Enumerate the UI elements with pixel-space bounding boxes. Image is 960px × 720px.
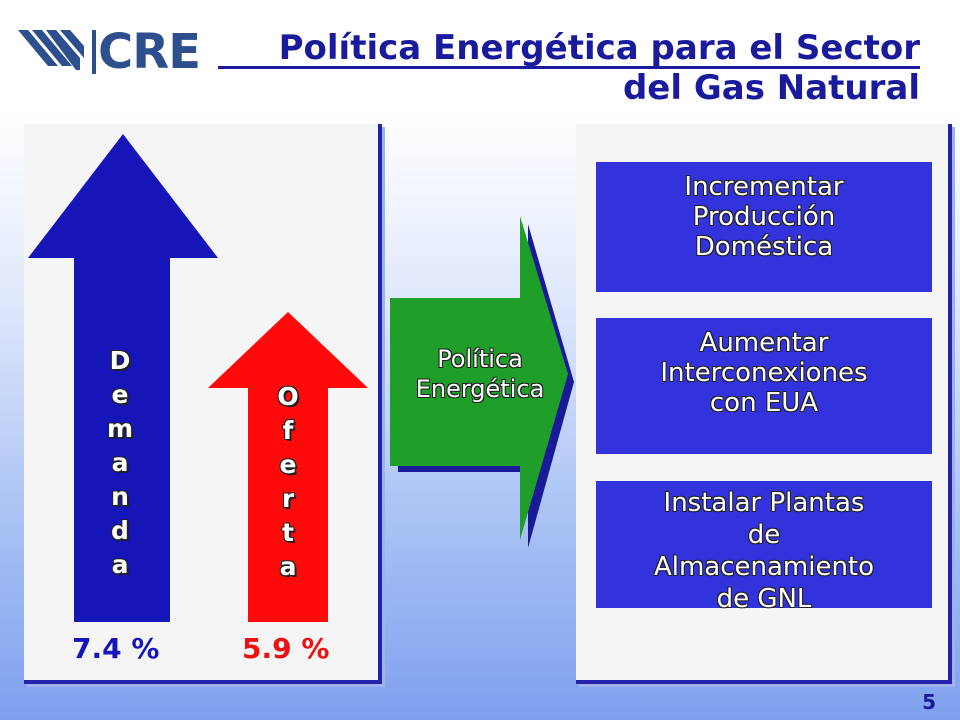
demand-percent: 7.4 % xyxy=(72,632,160,665)
measure-line: Doméstica xyxy=(694,232,834,262)
policy-arrow xyxy=(390,216,574,548)
measure-line: Interconexiones xyxy=(660,358,868,388)
policy-label-line-1: Política xyxy=(437,345,523,373)
measure-line: de xyxy=(747,520,781,550)
measure-line: Aumentar xyxy=(699,328,829,358)
title-line-1: Política Energética para el Sector xyxy=(278,28,920,68)
measure-line: Producción xyxy=(692,202,836,232)
policy-label: Política Energética xyxy=(392,344,568,404)
measure-box-interconnections: Aumentar Interconexiones con EUA xyxy=(596,318,932,454)
measure-line: de GNL xyxy=(716,584,812,614)
measure-line: Almacenamiento xyxy=(653,552,875,582)
page-number: 5 xyxy=(922,690,936,714)
logo-text: CRE xyxy=(98,24,201,80)
measure-box-production: Incrementar Producción Doméstica xyxy=(596,162,932,292)
cre-logo-icon xyxy=(18,30,96,74)
measure-line: con EUA xyxy=(709,388,819,418)
measure-box-storage: Instalar Plantas de Almacenamiento de GN… xyxy=(596,481,932,614)
measure-line: Instalar Plantas xyxy=(663,488,865,518)
measure-line: Incrementar xyxy=(684,172,844,202)
demand-arrow xyxy=(28,134,218,622)
supply-percent: 5.9 % xyxy=(242,632,330,665)
demand-label: D e m a n d a xyxy=(106,346,134,579)
policy-label-line-2: Energética xyxy=(415,375,545,403)
title-underline xyxy=(218,66,920,69)
title-line-2: del Gas Natural xyxy=(622,68,920,108)
supply-label: O f e r t a xyxy=(277,382,299,581)
page-title: Política Energética para el Sector del G… xyxy=(279,28,920,108)
supply-arrow xyxy=(208,312,368,622)
